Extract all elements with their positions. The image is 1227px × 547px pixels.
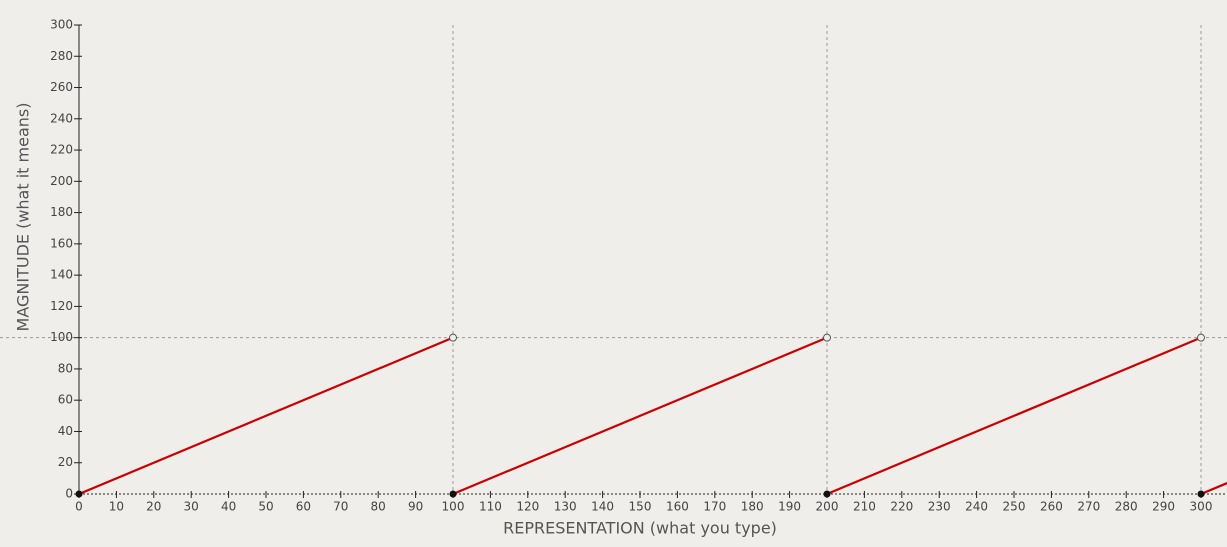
x-tick-label: 40 [221,500,236,514]
closed-point [1197,490,1205,498]
x-tick-label: 60 [296,500,311,514]
y-tick-label: 240 [50,111,73,125]
x-tick-label: 160 [666,500,689,514]
x-tick-label: 130 [554,500,577,514]
x-tick-label: 250 [1003,500,1026,514]
x-tick-label: 10 [109,500,124,514]
y-tick-label: 300 [50,18,73,32]
x-tick-label: 110 [479,500,502,514]
x-tick-label: 280 [1115,500,1138,514]
closed-point [75,490,83,498]
x-tick-label: 170 [703,500,726,514]
x-tick-label: 230 [928,500,951,514]
x-tick-label: 30 [184,500,199,514]
closed-point [823,490,831,498]
x-tick-label: 0 [75,500,83,514]
y-tick-label: 0 [65,487,73,501]
y-tick-label: 20 [58,455,73,469]
x-tick-label: 80 [371,500,386,514]
x-tick-label: 210 [853,500,876,514]
x-tick-label: 20 [146,500,161,514]
x-tick-label: 150 [629,500,652,514]
closed-point [449,490,457,498]
y-tick-label: 120 [50,299,73,313]
y-tick-label: 100 [50,330,73,344]
y-tick-label: 40 [58,424,73,438]
x-tick-label: 90 [408,500,423,514]
x-tick-label: 270 [1077,500,1100,514]
y-tick-label: 280 [50,49,73,63]
x-tick-label: 50 [258,500,273,514]
x-tick-label: 100 [442,500,465,514]
open-point [1197,333,1205,342]
y-tick-label: 140 [50,268,73,282]
y-tick-label: 160 [50,236,73,250]
x-tick-label: 300 [1190,500,1213,514]
y-tick-label: 180 [50,205,73,219]
open-point [449,333,457,342]
line [78,336,1227,496]
y-tick-label: 200 [50,174,73,188]
y-axis-label: MAGNITUDE (what it means) [14,103,33,332]
y-tick-label: 260 [50,80,73,94]
x-tick-label: 180 [741,500,764,514]
x-tick-label: 200 [816,500,839,514]
y-tick-label: 80 [58,361,73,375]
x-tick-label: 240 [965,500,988,514]
x-tick-label: 260 [1040,500,1063,514]
x-axis-label: REPRESENTATION (what you type) [503,519,777,538]
x-tick-label: 120 [516,500,539,514]
x-tick-label: 190 [778,500,801,514]
y-tick-label: 60 [58,393,73,407]
x-tick-label: 70 [333,500,348,514]
x-tick-label: 290 [1152,500,1175,514]
x-tick-label: 220 [890,500,913,514]
open-point [823,333,831,342]
y-tick-label: 220 [50,143,73,157]
x-tick-label: 140 [591,500,614,514]
